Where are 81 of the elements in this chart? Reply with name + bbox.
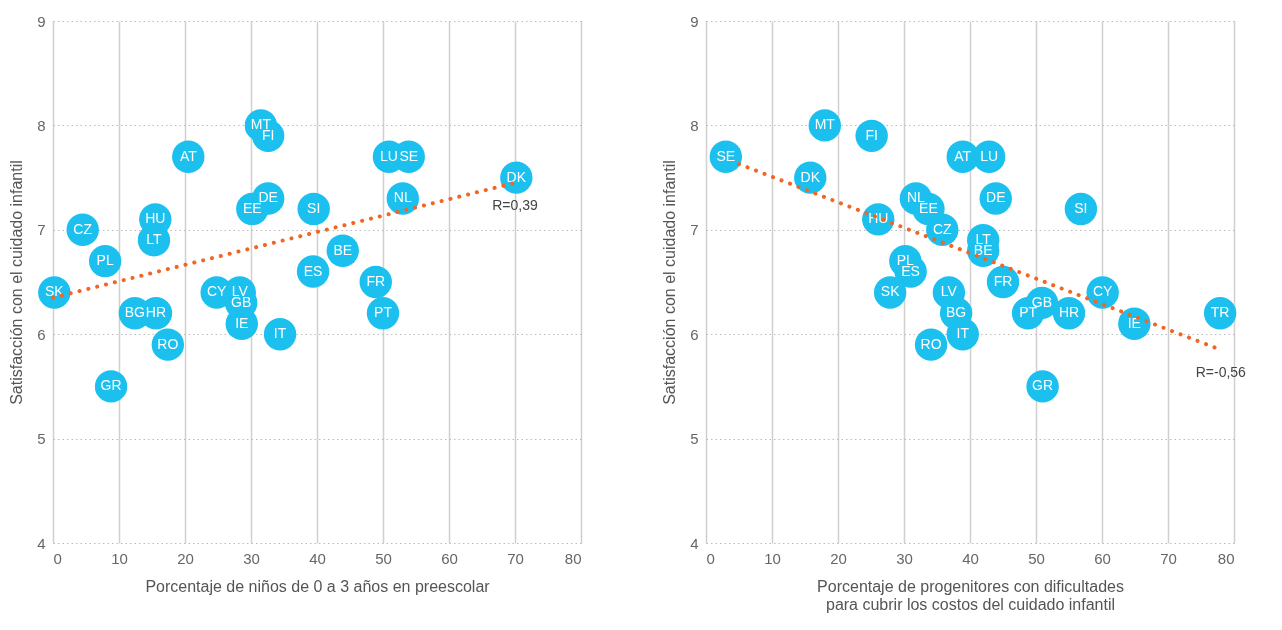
annotation: SI — [307, 199, 321, 216]
annotation: AT — [179, 147, 198, 164]
annotation: LT — [146, 231, 163, 248]
annotation: MT — [814, 116, 836, 133]
annotation: SK — [880, 283, 901, 300]
x-tick-label: 20 — [177, 549, 194, 567]
x-tick-label: 80 — [1217, 549, 1235, 567]
x-tick-label: 50 — [1028, 549, 1045, 567]
annotation: R=-0,56 — [1195, 363, 1247, 380]
x-tick-label: 0 — [706, 549, 715, 567]
x-tick-label: 50 — [375, 549, 392, 567]
annotation: PT — [374, 304, 393, 321]
annotation: IT — [273, 325, 287, 342]
annotation: BG — [124, 304, 145, 321]
annotation: FR — [993, 273, 1013, 289]
x-tick-label: 40 — [962, 549, 979, 567]
annotation: IT — [956, 325, 970, 342]
x-tick-label: 10 — [764, 549, 781, 567]
annotation: SE — [399, 147, 419, 164]
x-tick-label: 70 — [1160, 549, 1177, 567]
annotation: DE — [258, 189, 278, 206]
annotation: CZ — [73, 220, 93, 237]
annotation: DE — [986, 189, 1006, 206]
point — [263, 318, 297, 351]
annotation: HR — [145, 304, 167, 321]
annotation: DK — [800, 168, 821, 185]
annotation: LU — [379, 147, 398, 164]
annotation: ES — [303, 262, 323, 279]
y-tick-label: 5 — [37, 430, 46, 448]
annotation: SK — [44, 283, 65, 300]
y-tick-label: 4 — [690, 534, 699, 552]
annotation: PL — [96, 252, 114, 269]
annotation: RO — [920, 335, 942, 352]
x-tick-label: 0 — [53, 549, 62, 567]
y-tick-label: 9 — [690, 12, 699, 30]
annotation: HU — [868, 210, 889, 227]
point — [855, 119, 888, 153]
x-tick-label: 60 — [1094, 549, 1111, 567]
annotation: SI — [1074, 199, 1088, 216]
annotation: NL — [393, 189, 412, 206]
x-tick-label: 30 — [243, 549, 260, 567]
y-tick-label: 8 — [37, 116, 46, 134]
y-axis-title: Satisfacción con el cuidado infantil — [8, 160, 26, 405]
x-tick-label: 10 — [111, 549, 128, 567]
y-tick-label: 9 — [37, 12, 46, 30]
y-tick-label: 8 — [690, 116, 699, 134]
y-tick-label: 7 — [37, 221, 46, 239]
annotation: GR — [100, 377, 122, 394]
annotation: SE — [716, 147, 736, 164]
x-tick-label: 70 — [507, 549, 524, 567]
annotation: BG — [946, 304, 967, 321]
y-tick-label: 4 — [37, 534, 46, 552]
annotation: AT — [954, 147, 972, 164]
annotation: R=0,39 — [492, 196, 538, 213]
annotation: GR — [1032, 377, 1054, 394]
y-tick-label: 7 — [690, 221, 699, 239]
annotation: LV — [940, 283, 958, 300]
y-tick-label: 6 — [690, 325, 699, 343]
y-axis-title: Satisfacción con el cuidado infantil — [661, 160, 679, 405]
annotation: RO — [157, 335, 179, 352]
annotation: IE — [235, 314, 249, 331]
annotation: BE — [333, 241, 353, 258]
x-tick-label: 60 — [441, 549, 458, 567]
annotation: FR — [366, 273, 386, 289]
x-axis-title: Porcentaje de progenitores con dificultades para cubrir los costos del cuidado infantil — [817, 577, 1124, 613]
annotation: CZ — [932, 220, 953, 237]
annotation: CY — [1092, 283, 1114, 300]
annotation: FI — [865, 126, 878, 143]
annotation: LU — [980, 147, 999, 164]
y-tick-label: 5 — [690, 430, 699, 448]
y-tick-label: 6 — [37, 325, 46, 343]
x-axis-title: Porcentaje de niños de 0 a 3 años en preescolar — [145, 577, 491, 595]
annotation: TR — [1210, 304, 1230, 321]
annotation: HR — [1058, 304, 1080, 321]
annotation: HU — [145, 210, 166, 227]
x-tick-label: 30 — [896, 549, 913, 567]
x-tick-label: 80 — [564, 549, 582, 567]
annotation: DK — [506, 168, 527, 185]
x-tick-label: 20 — [830, 549, 847, 567]
x-tick-label: 40 — [309, 549, 326, 567]
annotation: CY — [206, 283, 228, 300]
